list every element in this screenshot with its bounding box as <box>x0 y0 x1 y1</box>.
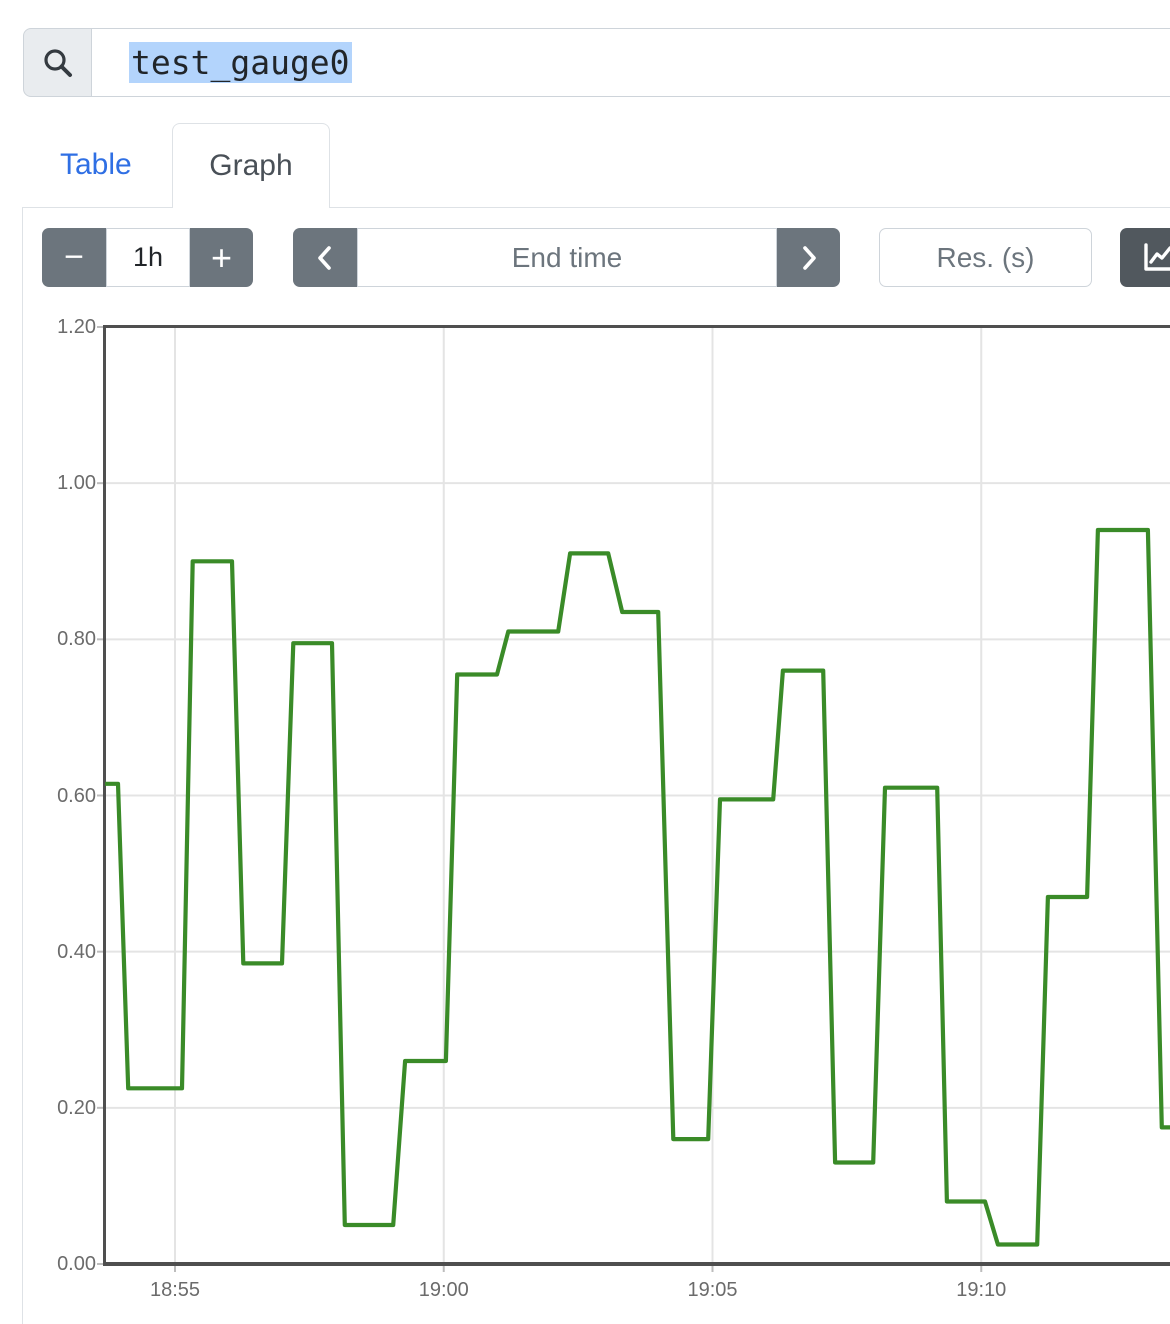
resolution-input[interactable]: Res. (s) <box>879 228 1092 287</box>
resolution-placeholder: Res. (s) <box>936 241 1035 273</box>
y-axis-label: 0.20 <box>57 1096 96 1119</box>
search-icon <box>43 48 72 77</box>
expression-search-group: test_gauge0 <box>23 28 1170 97</box>
series-line-test_gauge0 <box>105 527 1170 1247</box>
end-time-input[interactable]: End time <box>357 228 777 287</box>
x-axis-label: 18:55 <box>149 1279 201 1301</box>
tab-graph[interactable]: Graph <box>172 123 330 208</box>
panel-border <box>22 207 23 1324</box>
time-forward-button[interactable] <box>777 228 840 287</box>
minus-icon: − <box>64 238 84 276</box>
y-axis-label: 1.00 <box>57 472 96 495</box>
panel-border <box>22 207 172 208</box>
y-axis-label: 0.40 <box>57 940 96 963</box>
duration-decrease-button[interactable]: − <box>42 228 106 287</box>
graph-chart[interactable] <box>97 325 1170 1273</box>
expression-input[interactable]: test_gauge0 <box>92 28 1170 97</box>
chart-border-left <box>103 325 106 1266</box>
duration-increase-button[interactable]: + <box>190 228 253 287</box>
x-axis-label: 19:10 <box>956 1279 1007 1301</box>
x-axis-label: 19:05 <box>687 1279 738 1301</box>
chart-border-top <box>103 325 1170 328</box>
y-axis-label: 0.60 <box>57 784 96 807</box>
stacked-graph-toggle-button[interactable] <box>1120 228 1170 287</box>
plus-icon: + <box>210 236 233 278</box>
panel-border <box>329 207 1170 208</box>
y-axis-label: 0.00 <box>57 1253 96 1275</box>
end-time-placeholder: End time <box>511 241 623 273</box>
time-back-button[interactable] <box>293 228 357 287</box>
duration-input[interactable]: 1h <box>106 228 190 287</box>
x-axis-label: 19:00 <box>418 1279 469 1301</box>
chart-line-icon <box>1144 242 1170 271</box>
chart-border-bottom <box>103 1262 1170 1266</box>
tab-table[interactable]: Table <box>60 148 132 181</box>
chevron-right-icon <box>802 245 816 270</box>
query-text: test_gauge0 <box>129 42 352 83</box>
tab-graph-label: Graph <box>209 149 293 182</box>
duration-value: 1h <box>132 242 164 272</box>
y-axis-label: 0.80 <box>57 628 96 651</box>
y-axis-label: 1.20 <box>57 316 96 338</box>
search-addon <box>23 28 92 97</box>
chevron-left-icon <box>318 245 331 270</box>
